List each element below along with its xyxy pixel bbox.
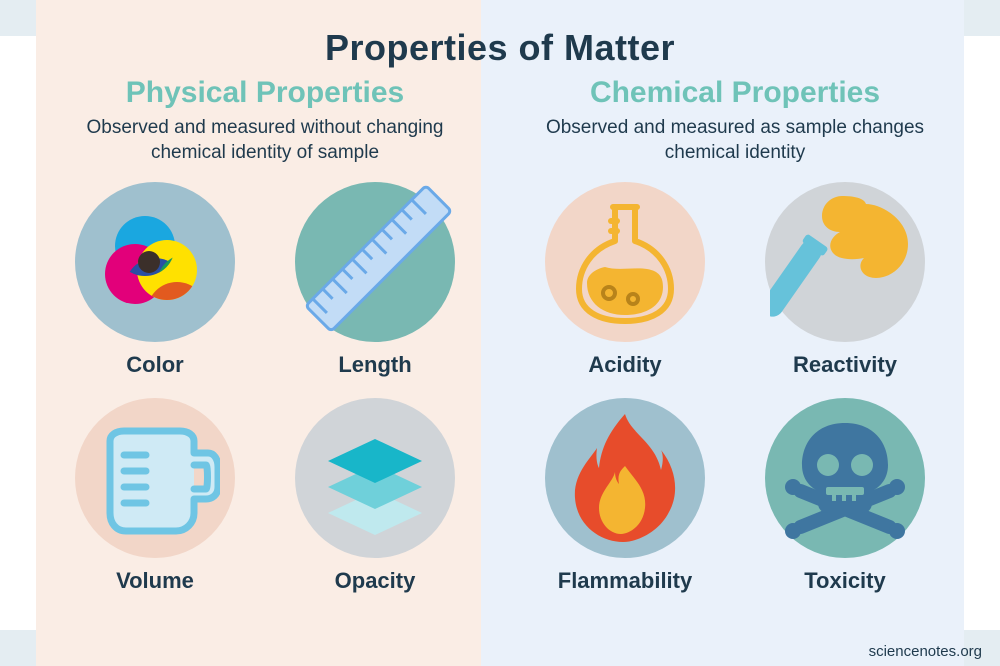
physical-column: Physical Properties Observed and measure… (30, 76, 500, 594)
item-reactivity: Reactivity (740, 182, 950, 378)
label-opacity: Opacity (270, 568, 480, 594)
flammability-circle (545, 398, 705, 558)
chemical-grid: Acidity Reactivity (500, 182, 970, 594)
label-toxicity: Toxicity (740, 568, 950, 594)
item-flammability: Flammability (520, 398, 730, 594)
chemical-column: Chemical Properties Observed and measure… (500, 76, 970, 594)
opacity-circle (295, 398, 455, 558)
measuring-cup-icon (90, 413, 220, 543)
length-circle (295, 182, 455, 342)
ruler-icon (295, 182, 455, 342)
flask-icon (565, 197, 685, 327)
chemical-description: Observed and measured as sample changes … (500, 116, 970, 168)
label-color: Color (50, 352, 260, 378)
label-volume: Volume (50, 568, 260, 594)
item-color: Color (50, 182, 260, 378)
item-acidity: Acidity (520, 182, 730, 378)
page-title: Properties of Matter (0, 27, 1000, 69)
layers-icon (310, 413, 440, 543)
chemical-heading: Chemical Properties (500, 76, 970, 110)
credit-text: sciencenotes.org (869, 643, 982, 660)
label-length: Length (270, 352, 480, 378)
venn-icon (95, 202, 215, 322)
physical-heading: Physical Properties (30, 76, 500, 110)
volume-circle (75, 398, 235, 558)
label-acidity: Acidity (520, 352, 730, 378)
item-length: Length (270, 182, 480, 378)
label-flammability: Flammability (520, 568, 730, 594)
toxicity-circle (765, 398, 925, 558)
label-reactivity: Reactivity (740, 352, 950, 378)
acidity-circle (545, 182, 705, 342)
reactivity-circle (765, 182, 925, 342)
item-opacity: Opacity (270, 398, 480, 594)
test-tube-icon (770, 192, 920, 332)
item-volume: Volume (50, 398, 260, 594)
physical-description: Observed and measured without changing c… (30, 116, 500, 168)
flame-icon (565, 408, 685, 548)
physical-grid: Color (30, 182, 500, 594)
item-toxicity: Toxicity (740, 398, 950, 594)
color-circle (75, 182, 235, 342)
skull-icon (780, 413, 910, 543)
